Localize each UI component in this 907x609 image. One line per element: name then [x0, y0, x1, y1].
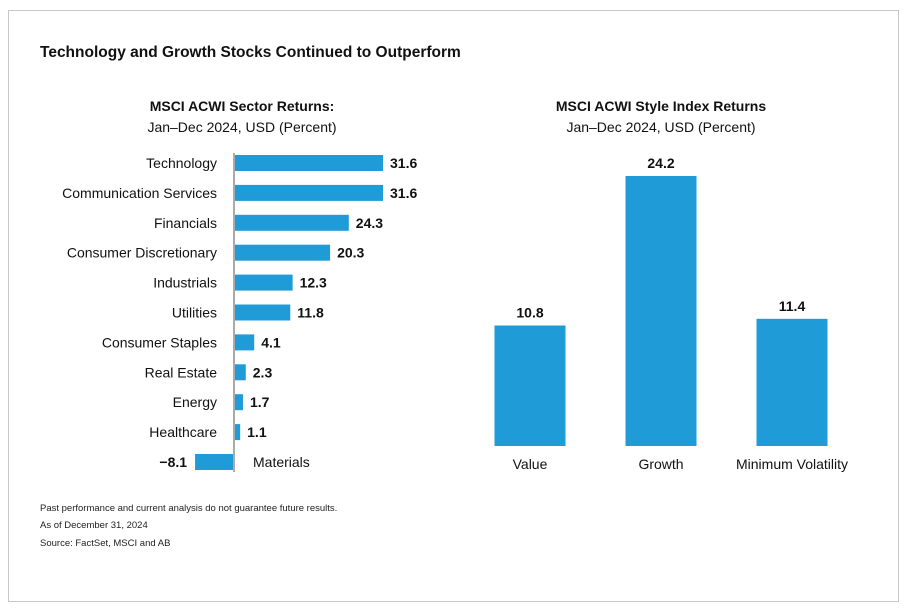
bar-materials [195, 454, 233, 470]
sector-chart-subtitle: Jan–Dec 2024, USD (Percent) [147, 119, 337, 135]
value-label-value: 10.8 [516, 305, 543, 321]
value-label-real-estate: 2.3 [253, 364, 273, 380]
value-label-materials: −8.1 [159, 454, 187, 470]
bar-technology [235, 155, 383, 171]
category-label-energy: Energy [173, 394, 217, 410]
value-label-industrials: 12.3 [300, 275, 327, 291]
category-label-financials: Financials [154, 215, 217, 231]
category-label-real-estate: Real Estate [145, 364, 218, 380]
bar-healthcare [235, 424, 241, 441]
category-label-value: Value [513, 456, 548, 472]
bar-financials [235, 214, 349, 231]
footnote-disclaimer: Past performance and current analysis do… [40, 503, 338, 514]
value-label-energy: 1.7 [250, 394, 270, 410]
value-label-communication-services: 31.6 [390, 185, 417, 201]
category-label-technology: Technology [146, 155, 217, 171]
value-label-consumer-discretionary: 20.3 [337, 245, 364, 261]
category-label-consumer-staples: Consumer Staples [102, 334, 217, 350]
bar-growth [625, 176, 697, 446]
footnote-source: Source: FactSet, MSCI and AB [40, 538, 171, 549]
value-label-utilities: 11.8 [297, 305, 324, 321]
value-label-technology: 31.6 [390, 155, 417, 171]
style-chart-subtitle: Jan–Dec 2024, USD (Percent) [566, 119, 756, 135]
value-label-growth: 24.2 [647, 155, 674, 171]
value-label-healthcare: 1.1 [247, 424, 267, 440]
category-label-communication-services: Communication Services [62, 185, 217, 201]
chart-frame [8, 10, 899, 602]
bar-industrials [235, 274, 293, 291]
category-label-utilities: Utilities [172, 305, 217, 321]
page-title: Technology and Growth Stocks Continued t… [40, 44, 461, 61]
value-label-consumer-staples: 4.1 [261, 334, 281, 350]
value-label-financials: 24.3 [356, 215, 383, 231]
bar-energy [235, 394, 243, 411]
category-label-industrials: Industrials [153, 275, 217, 291]
category-label-consumer-discretionary: Consumer Discretionary [67, 245, 217, 261]
footnote-date: As of December 31, 2024 [40, 520, 148, 531]
value-label-minimum-volatility: 11.4 [779, 298, 806, 314]
bar-consumer-discretionary [235, 244, 331, 261]
bar-communication-services [235, 184, 383, 201]
category-label-growth: Growth [638, 456, 683, 472]
category-label-minimum-volatility: Minimum Volatility [736, 456, 848, 472]
bar-value [494, 325, 566, 446]
bar-utilities [235, 304, 291, 321]
bar-real-estate [235, 364, 246, 381]
category-label-materials: Materials [253, 454, 310, 470]
category-label-healthcare: Healthcare [149, 424, 217, 440]
style-chart-title: MSCI ACWI Style Index Returns [555, 98, 767, 114]
sector-chart-title: MSCI ACWI Sector Returns: [149, 98, 335, 114]
bar-minimum-volatility [756, 318, 828, 446]
bar-consumer-staples [235, 334, 255, 351]
